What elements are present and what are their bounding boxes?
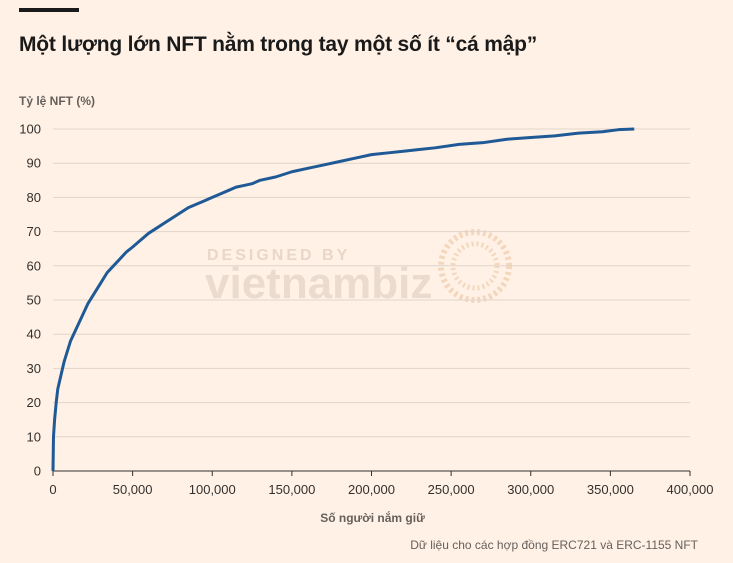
x-tick-label: 400,000 <box>667 482 714 497</box>
x-axis-label-text: Số người nắm giữ <box>320 511 425 525</box>
x-tick-label: 200,000 <box>348 482 395 497</box>
watermark-line1: DESIGNED BY <box>207 247 350 264</box>
series-line <box>51 127 635 472</box>
y-tick-label: 40 <box>27 327 41 342</box>
y-tick-label: 10 <box>27 429 41 444</box>
x-tick-label: 0 <box>49 482 56 497</box>
chart-title: Một lượng lớn NFT nằm trong tay một số í… <box>19 33 538 56</box>
y-tick-label: 0 <box>34 464 41 479</box>
y-tick-labels: 0 10 20 30 40 50 60 70 80 90 100 <box>19 122 41 479</box>
y-tick-label: 50 <box>27 293 41 308</box>
y-tick-label: 70 <box>27 224 41 239</box>
y-tick-label: 100 <box>19 122 41 137</box>
top-rule <box>19 8 79 12</box>
y-tick-label: 80 <box>27 190 41 205</box>
x-tick-label: 100,000 <box>189 482 236 497</box>
y-tick-label: 30 <box>27 361 41 376</box>
source-note: Dữ liệu cho các hợp đồng ERC721 và ERC-1… <box>410 538 698 552</box>
y-tick-label: 20 <box>27 395 41 410</box>
y-tick-label: 90 <box>27 156 41 171</box>
x-tick-label: 150,000 <box>268 482 315 497</box>
x-tick-label: 50,000 <box>113 482 153 497</box>
y-tick-label: 60 <box>27 258 41 273</box>
x-tick-labels: 0 50,000 100,000 150,000 200,000 250,000 300,0… <box>49 471 714 497</box>
x-tick-label: 300,000 <box>507 482 554 497</box>
x-tick-label: 350,000 <box>587 482 634 497</box>
y-axis-label: Tỷ lệ NFT (%) <box>19 94 96 108</box>
x-tick-label: 250,000 <box>428 482 475 497</box>
x-axis-label: Số người nắm giữ <box>0 511 733 525</box>
gridlines <box>53 128 690 438</box>
